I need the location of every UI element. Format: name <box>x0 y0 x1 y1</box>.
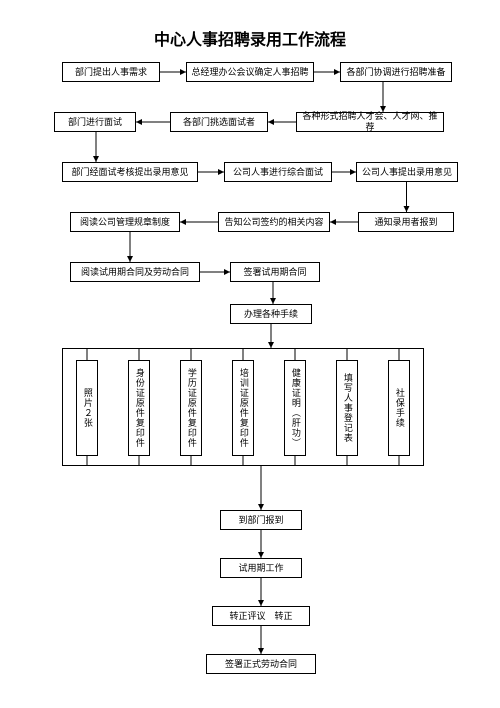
node-r9: 试用期工作 <box>220 558 302 578</box>
node-r8: 到部门报到 <box>220 510 302 530</box>
node-r6: 办理各种手续 <box>230 304 312 324</box>
node-r1b: 总经理办公会议确定人事招聘 <box>186 62 314 82</box>
node-r5b: 签署试用期合同 <box>230 262 320 282</box>
page-title: 中心人事招聘录用工作流程 <box>0 26 500 50</box>
node-r3b: 公司人事进行综合面试 <box>224 162 332 182</box>
node-r4a: 阅读公司管理规章制度 <box>70 212 180 232</box>
node-r1a: 部门提出人事需求 <box>62 62 160 82</box>
node-r2b: 各部门挑选面试者 <box>170 112 268 132</box>
node-r2a: 部门进行面试 <box>54 112 136 132</box>
node-r10: 转正评议 转正 <box>212 606 310 626</box>
node-r1c: 各部门协调进行招聘准备 <box>340 62 452 82</box>
node-r5a: 阅读试用期合同及劳动合同 <box>70 262 200 282</box>
node-r3a: 部门经面试考核提出录用意见 <box>62 162 198 182</box>
node-r3c: 公司人事提出录用意见 <box>356 162 458 182</box>
node-r4b: 告知公司签约的相关内容 <box>218 212 330 232</box>
outer-rect <box>62 348 424 466</box>
node-r11: 签署正式劳动合同 <box>206 654 316 674</box>
node-r4c: 通知录用者报到 <box>358 212 454 232</box>
node-r2c: 各种形式招聘人才会、人才网、推荐 <box>296 112 444 132</box>
